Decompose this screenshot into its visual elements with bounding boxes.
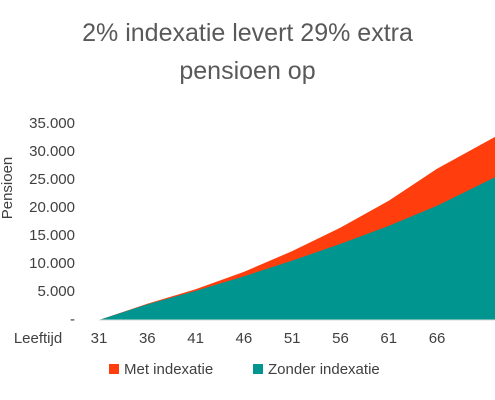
x-tick-label: 61 xyxy=(380,330,397,347)
legend-swatch xyxy=(109,364,119,374)
x-tick-label: 31 xyxy=(91,330,108,347)
y-tick-label: 20.000 xyxy=(29,199,75,216)
x-axis-label: Leeftijd xyxy=(14,330,62,347)
x-tick-label: 56 xyxy=(332,330,349,347)
legend-label: Zonder indexatie xyxy=(268,361,380,378)
x-tick-label: 36 xyxy=(139,330,156,347)
x-tick-label: 66 xyxy=(429,330,446,347)
y-tick-label: 30.000 xyxy=(29,143,75,160)
legend-swatch xyxy=(253,364,263,374)
x-tick-label: 51 xyxy=(284,330,301,347)
y-tick-label: - xyxy=(70,311,75,328)
chart-title: 2% indexatie levert 29% extra pensioen o… xyxy=(82,19,413,85)
y-tick-label: 35.000 xyxy=(29,115,75,132)
y-tick-label: 15.000 xyxy=(29,227,75,244)
x-tick-label: 41 xyxy=(187,330,204,347)
y-axis-label: Pensioen xyxy=(0,157,16,220)
y-tick-label: 5.000 xyxy=(37,283,75,300)
y-tick-label: 10.000 xyxy=(29,255,75,272)
area xyxy=(99,177,495,320)
legend-label: Met indexatie xyxy=(124,361,213,378)
x-tick-label: 46 xyxy=(236,330,253,347)
y-tick-label: 25.000 xyxy=(29,171,75,188)
